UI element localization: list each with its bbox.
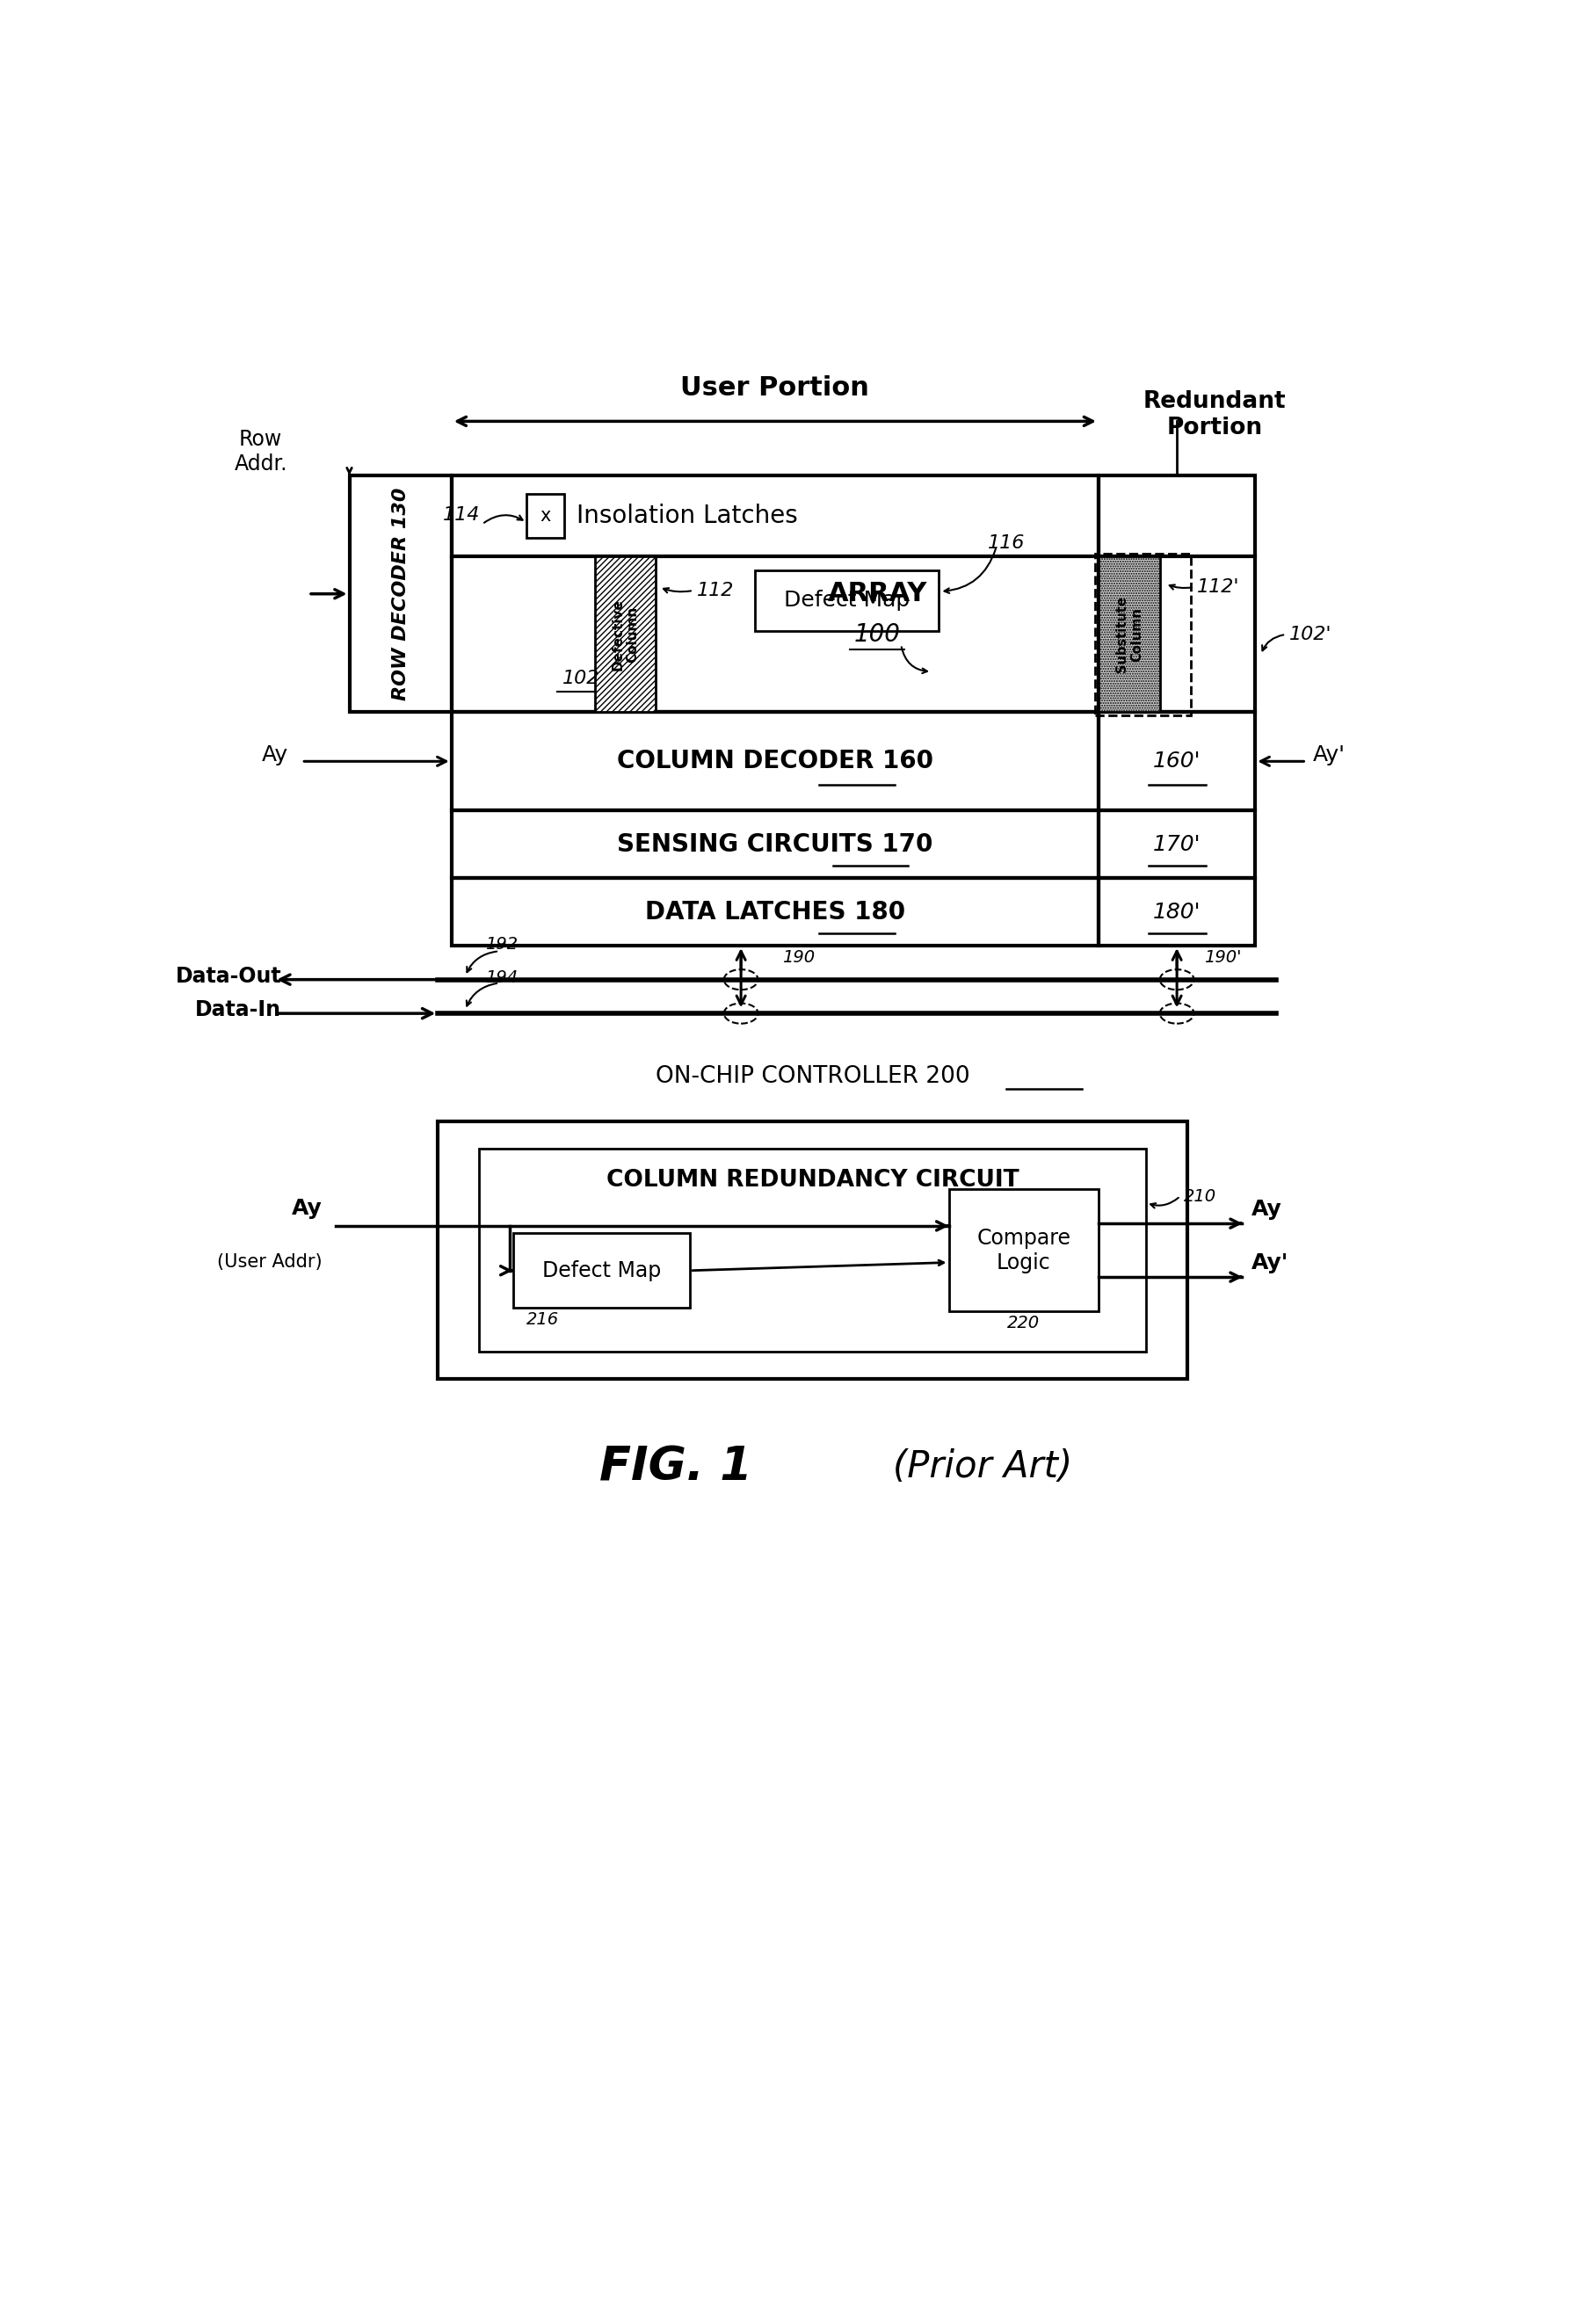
Text: Defective
Column: Defective Column xyxy=(611,599,640,671)
Text: Defect Map: Defect Map xyxy=(543,1260,661,1281)
Text: Defect Map: Defect Map xyxy=(784,590,910,610)
Text: 170': 170' xyxy=(1152,833,1200,854)
Bar xyxy=(479,1149,1146,1351)
Text: Ay: Ay xyxy=(262,745,287,766)
Text: 190': 190' xyxy=(1203,949,1242,966)
Bar xyxy=(452,713,1098,810)
Text: 216: 216 xyxy=(527,1311,559,1328)
Text: 112': 112' xyxy=(1197,578,1240,596)
Text: FIG. 1: FIG. 1 xyxy=(600,1444,753,1490)
Text: Data-In: Data-In xyxy=(195,1000,281,1021)
Bar xyxy=(452,877,1098,945)
Text: 180': 180' xyxy=(1152,901,1200,921)
Bar xyxy=(1098,713,1254,810)
Text: Data-Out: Data-Out xyxy=(176,966,281,986)
Text: ON-CHIP CONTROLLER 200: ON-CHIP CONTROLLER 200 xyxy=(656,1065,970,1089)
Bar xyxy=(595,557,656,713)
Text: 102': 102' xyxy=(1290,627,1333,643)
Bar xyxy=(1098,476,1254,713)
Bar xyxy=(452,476,1098,713)
Bar xyxy=(527,494,563,538)
Text: Row
Addr.: Row Addr. xyxy=(235,429,287,473)
Bar xyxy=(452,810,1098,877)
Bar xyxy=(1098,557,1160,713)
Text: (Prior Art): (Prior Art) xyxy=(894,1448,1073,1485)
Text: 114: 114 xyxy=(444,506,480,525)
Text: 192: 192 xyxy=(485,935,519,952)
Text: DATA LATCHES 180: DATA LATCHES 180 xyxy=(645,901,905,924)
Text: 112: 112 xyxy=(697,583,734,599)
Bar xyxy=(1098,877,1254,945)
Text: (User Addr): (User Addr) xyxy=(217,1253,322,1270)
Text: SENSING CIRCUITS 170: SENSING CIRCUITS 170 xyxy=(618,831,934,856)
Text: 100: 100 xyxy=(854,622,900,648)
Text: ARRAY: ARRAY xyxy=(827,580,927,606)
Bar xyxy=(350,476,452,713)
Text: ROW DECODER 130: ROW DECODER 130 xyxy=(391,487,409,701)
Text: Compare
Logic: Compare Logic xyxy=(977,1228,1071,1272)
Bar xyxy=(948,1188,1098,1311)
Text: Ay': Ay' xyxy=(1251,1253,1290,1274)
Bar xyxy=(1095,552,1191,715)
Bar xyxy=(512,1232,689,1307)
Text: 160': 160' xyxy=(1152,750,1200,773)
Text: COLUMN DECODER 160: COLUMN DECODER 160 xyxy=(616,750,934,773)
Text: 194: 194 xyxy=(485,970,519,986)
Text: 116: 116 xyxy=(988,534,1025,552)
Text: 210: 210 xyxy=(1184,1188,1216,1205)
Text: User Portion: User Portion xyxy=(680,376,870,402)
Text: Insolation Latches: Insolation Latches xyxy=(576,504,798,527)
Text: 220: 220 xyxy=(1007,1314,1041,1332)
Text: Redundant
Portion: Redundant Portion xyxy=(1143,390,1286,439)
Text: Ay': Ay' xyxy=(1314,745,1345,766)
Text: Substitute
Column: Substitute Column xyxy=(1116,596,1143,673)
Bar xyxy=(755,571,938,631)
Text: 190: 190 xyxy=(782,949,814,966)
Text: COLUMN REDUNDANCY CIRCUIT: COLUMN REDUNDANCY CIRCUIT xyxy=(606,1170,1018,1193)
Text: x: x xyxy=(539,506,551,525)
Bar xyxy=(437,1121,1187,1379)
Text: Ay: Ay xyxy=(1251,1200,1282,1221)
Text: Ay: Ay xyxy=(292,1198,322,1219)
Bar xyxy=(1098,810,1254,877)
Text: 102: 102 xyxy=(562,671,600,687)
